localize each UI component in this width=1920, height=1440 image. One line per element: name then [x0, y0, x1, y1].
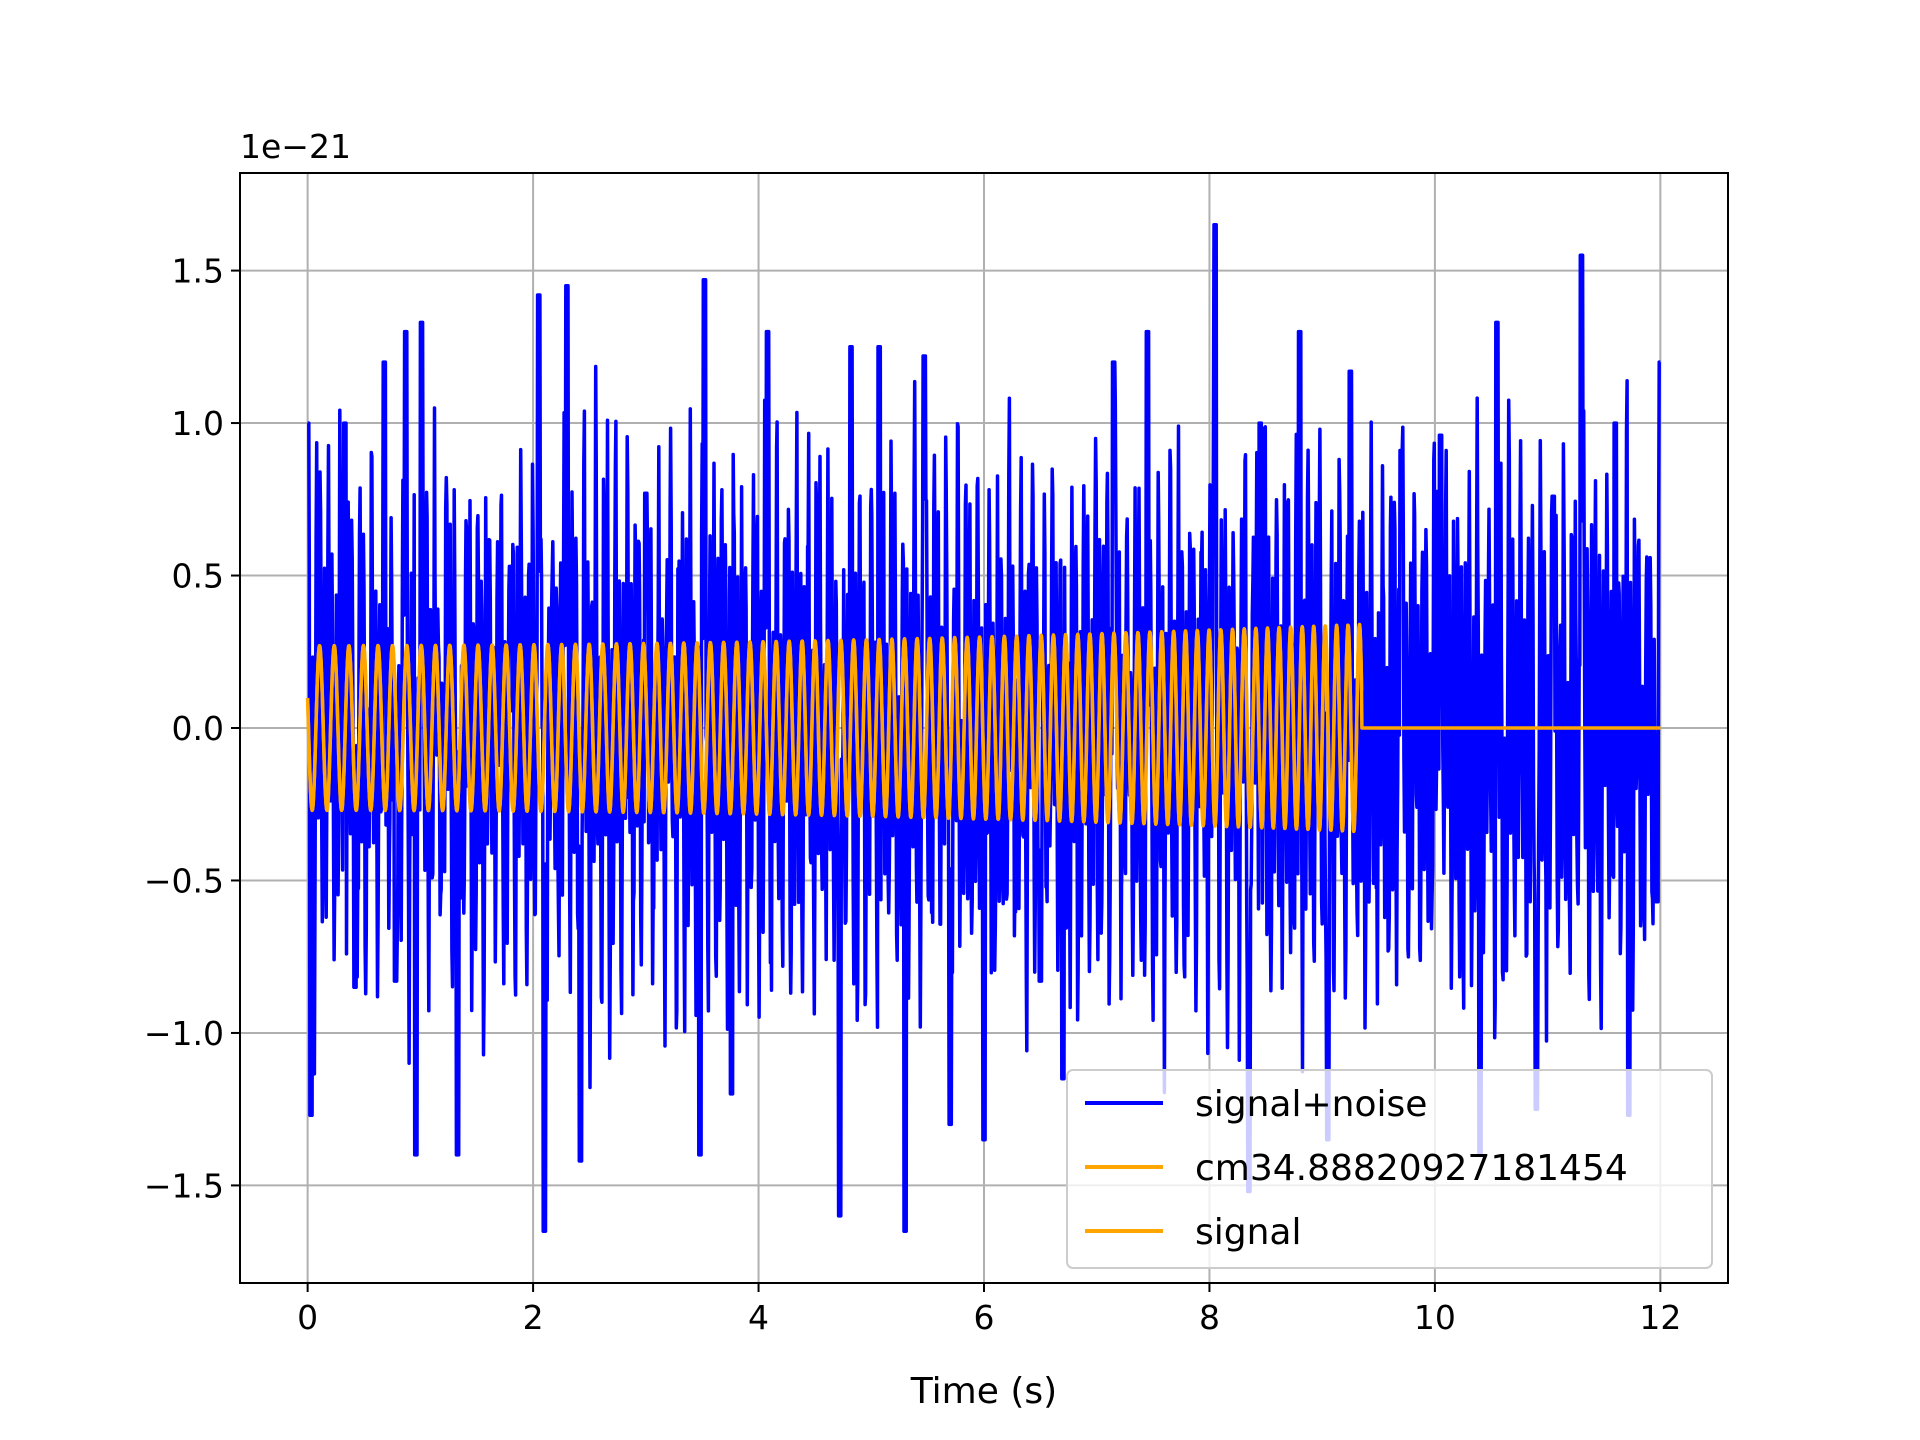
- legend-entry-label: signal+noise: [1195, 1084, 1427, 1125]
- legend: signal+noise cm34.88820927181454 signal: [1066, 1069, 1713, 1269]
- x-tick-label: 4: [748, 1298, 769, 1337]
- y-tick-label: 1.0: [172, 404, 224, 443]
- y-tick-label: −1.5: [144, 1166, 224, 1205]
- y-tick-label: −0.5: [144, 861, 224, 900]
- legend-box: [1066, 1069, 1713, 1269]
- x-tick-label: 2: [523, 1298, 544, 1337]
- x-tick-label: 6: [974, 1298, 995, 1337]
- x-tick-label: 12: [1639, 1298, 1681, 1337]
- x-tick-label: 10: [1414, 1298, 1456, 1337]
- series-template-line: [305, 622, 1364, 833]
- y-axis-offset-label: 1e−21: [240, 127, 351, 166]
- legend-entry-label: cm34.88820927181454: [1195, 1148, 1628, 1189]
- y-tick-label: 1.5: [172, 252, 224, 291]
- y-tick-label: 0.0: [172, 709, 224, 748]
- axis-ticks: 0 2 4 6 8 10 12 −1.5 −1.0 −0.5 0.0 0.5 1.0 1.5: [144, 252, 1682, 1337]
- y-tick-label: −1.0: [144, 1014, 224, 1053]
- legend-entry-label: signal: [1195, 1212, 1302, 1253]
- y-tick-label: 0.5: [172, 557, 224, 596]
- x-axis-label: Time (s): [910, 1371, 1057, 1412]
- x-tick-label: 8: [1199, 1298, 1220, 1337]
- x-tick-label: 0: [297, 1298, 318, 1337]
- series-signal-noise-line: [306, 223, 1662, 1233]
- series-layer: [305, 223, 1662, 1233]
